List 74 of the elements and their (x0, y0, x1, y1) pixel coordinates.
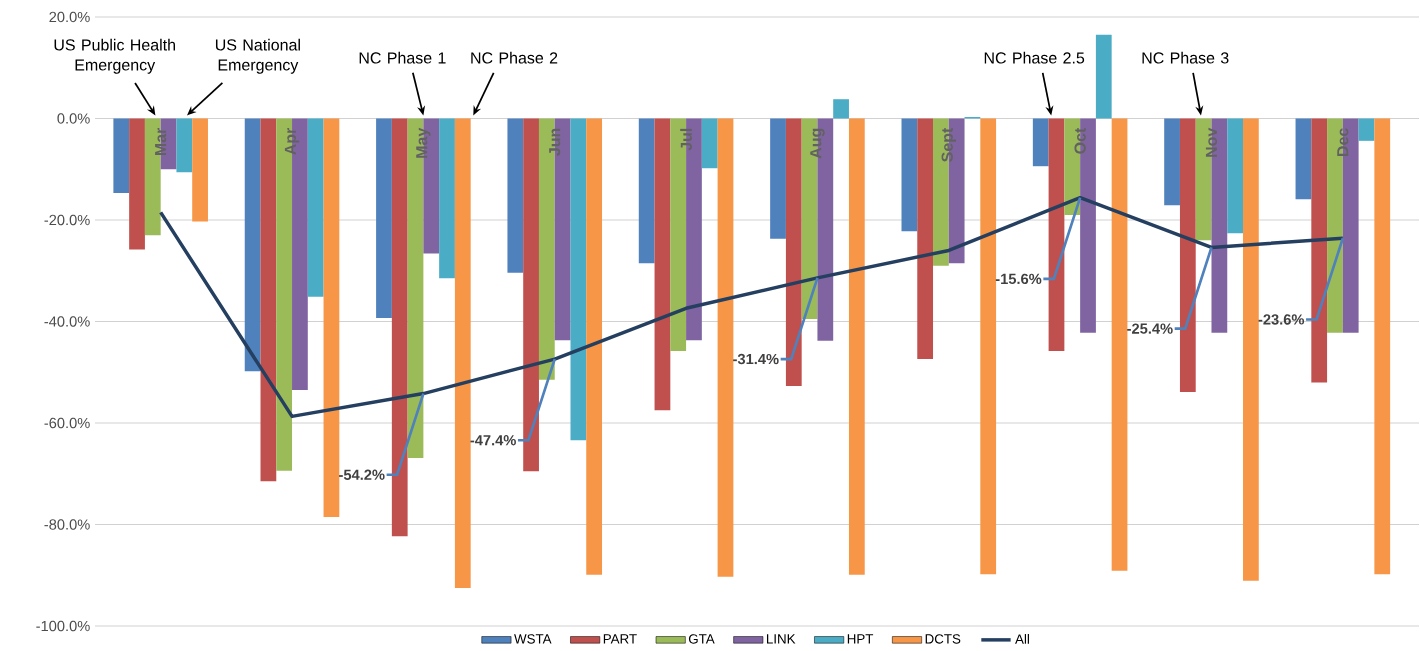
bar (323, 118, 340, 517)
legend-label: PART (603, 634, 637, 644)
legend-label: HPT (847, 634, 874, 644)
bar (1374, 118, 1391, 575)
y-tick-label: -60.0% (44, 417, 90, 429)
line-series (158, 195, 1345, 419)
x-tick-label: Sept (941, 127, 957, 162)
legend-label: LINK (766, 634, 796, 644)
bar (1164, 118, 1180, 206)
x-tick-label: Aug (810, 128, 825, 159)
bar (454, 118, 471, 588)
annotation: NC Phase 3 (1142, 51, 1229, 64)
x-tick-label: Jun (549, 128, 561, 156)
legend-label: WSTA (514, 634, 552, 644)
bar (260, 118, 277, 482)
y-tick-label: -80.0% (44, 519, 90, 530)
legend-label: DCTS (925, 634, 961, 644)
bar (638, 118, 655, 264)
bar (785, 118, 802, 386)
bar (901, 118, 918, 232)
bar (192, 118, 208, 222)
y-tick-label: -100.0% (36, 620, 90, 632)
annotation: US National Emergency (215, 38, 300, 74)
bar (1095, 34, 1112, 119)
bar (1243, 118, 1259, 581)
annotation: NC Phase 2 (471, 51, 558, 64)
bar (1311, 118, 1328, 383)
bar (1295, 118, 1312, 200)
bar (1358, 118, 1375, 141)
y-tick-label: -40.0% (44, 316, 90, 327)
y-tick-label: 20.0% (49, 11, 90, 23)
annotation: NC Phase 2.5 (984, 51, 1085, 64)
bar (439, 118, 455, 279)
legend-label: GTA (688, 634, 715, 644)
data-label: -25.4% (1127, 323, 1173, 334)
bar (1111, 118, 1128, 571)
bar (244, 118, 261, 372)
x-tick-label: Jul (680, 128, 692, 151)
data-label: -31.4% (733, 353, 779, 365)
bar (770, 118, 786, 239)
bar (113, 118, 130, 194)
bar (654, 118, 671, 411)
bar (980, 118, 997, 575)
x-tick-label: Apr (284, 127, 300, 155)
data-label: -54.2% (339, 469, 385, 480)
bar (586, 118, 603, 575)
bar (523, 118, 539, 472)
x-tick-label: Nov (1205, 127, 1218, 157)
bar (1032, 118, 1049, 167)
bar (570, 118, 587, 441)
bar (307, 118, 324, 297)
bar (176, 118, 193, 173)
annotation: US Public Health Emergency (54, 38, 175, 74)
bar (1179, 118, 1196, 393)
bar (391, 118, 408, 537)
x-tick-label: Dec (1337, 128, 1349, 156)
bar (376, 118, 392, 318)
bar (701, 118, 718, 169)
data-label: -15.6% (995, 273, 1042, 285)
bar (507, 118, 524, 273)
bar (1227, 118, 1244, 234)
x-tick-label: Mar (155, 127, 167, 156)
bar (833, 99, 849, 119)
x-tick-label: Oct (1074, 127, 1086, 154)
bar (1048, 118, 1065, 351)
bar (848, 118, 865, 575)
y-tick-label: -20.0% (44, 214, 90, 226)
legend-label: All (1015, 634, 1029, 644)
x-tick-label: May (416, 127, 431, 158)
bar (917, 118, 934, 360)
annotation: NC Phase 1 (359, 51, 446, 64)
bar (717, 118, 734, 577)
y-tick-label: 0.0% (57, 113, 90, 124)
bar (129, 118, 145, 250)
